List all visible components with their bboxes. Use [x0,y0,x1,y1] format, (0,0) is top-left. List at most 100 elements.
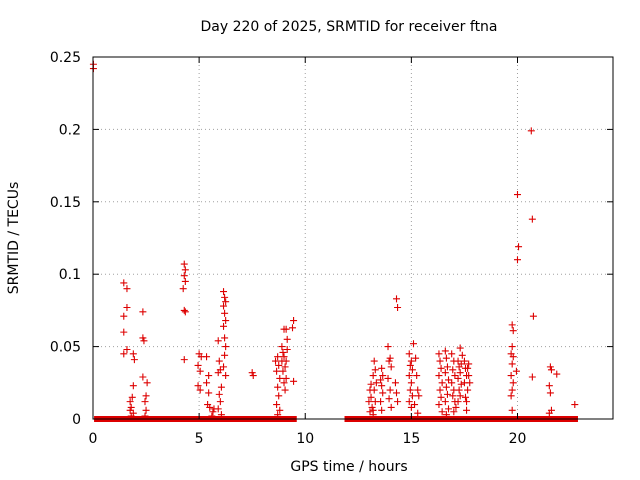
data-point [448,379,456,387]
data-point [452,403,460,411]
data-point [454,398,462,406]
data-point [273,401,281,409]
data-point [442,354,450,362]
data-point [215,390,223,398]
data-point [509,353,517,361]
data-point [181,266,189,274]
data-point [123,304,131,312]
data-point [445,376,453,384]
data-point [435,372,443,380]
data-point [386,386,394,394]
data-point [394,304,402,312]
data-point [209,408,217,416]
data-point [528,373,536,381]
data-point [461,393,469,401]
data-point [412,354,420,362]
data-point [272,357,280,365]
data-point [369,406,377,414]
data-point [368,403,376,411]
data-point [221,351,229,359]
data-point [508,386,516,394]
data-point [386,354,394,362]
data-point [408,392,416,400]
data-point [129,350,137,358]
data-point [457,380,465,388]
data-point [437,393,445,401]
data-point [120,312,128,320]
data-point [515,243,523,251]
data-point [405,372,413,380]
data-point [276,374,284,382]
data-point [384,374,392,382]
data-point [456,392,464,400]
data-point [214,405,222,413]
data-point [128,393,136,401]
data-point [385,357,393,365]
data-point [441,398,449,406]
data-point [139,334,147,342]
data-point [445,405,453,413]
data-point [370,357,378,365]
data-point [405,350,413,358]
data-point [406,386,414,394]
data-point [180,272,188,280]
data-point [384,343,392,351]
data-point [454,357,462,365]
data-point [280,379,288,387]
data-point [406,361,414,369]
data-point [387,403,395,411]
data-point [443,363,451,371]
data-point [438,379,446,387]
data-point [274,411,282,419]
data-point [180,356,188,364]
data-point [545,409,553,417]
data-point [513,256,521,264]
data-point [283,345,291,353]
data-point [449,392,457,400]
data-point [571,401,579,409]
data-point [442,411,450,419]
data-point [220,288,228,296]
y-tick-label: 0.05 [50,340,81,356]
data-point [441,369,449,377]
data-point [378,406,386,414]
data-point [221,293,229,301]
data-point [529,312,537,320]
data-point [141,398,149,406]
data-point [393,295,401,303]
data-point [372,379,380,387]
data-point [438,408,446,416]
data-point [414,386,422,394]
plot-area-border [92,56,614,420]
data-point [371,366,379,374]
data-point [120,328,128,336]
data-point [553,370,561,378]
data-point [546,363,554,371]
data-point [528,215,536,223]
data-point [508,321,516,329]
data-point [221,334,229,342]
data-point [179,285,187,293]
data-point [436,386,444,394]
data-point [130,356,138,364]
data-point [415,392,423,400]
data-point [507,392,515,400]
data-point [436,357,444,365]
data-point [282,357,290,365]
data-point [274,383,282,391]
data-point [120,279,128,287]
data-point [466,379,474,387]
x-tick-label: 15 [402,431,420,447]
data-point [248,369,256,377]
data-point [196,386,204,394]
data-point [443,390,451,398]
data-point [512,367,520,375]
data-point [143,379,151,387]
data-point [449,366,457,374]
data-point [274,353,282,361]
data-point [455,386,463,394]
data-point [194,382,202,390]
data-point [142,406,150,414]
data-point [377,376,385,384]
